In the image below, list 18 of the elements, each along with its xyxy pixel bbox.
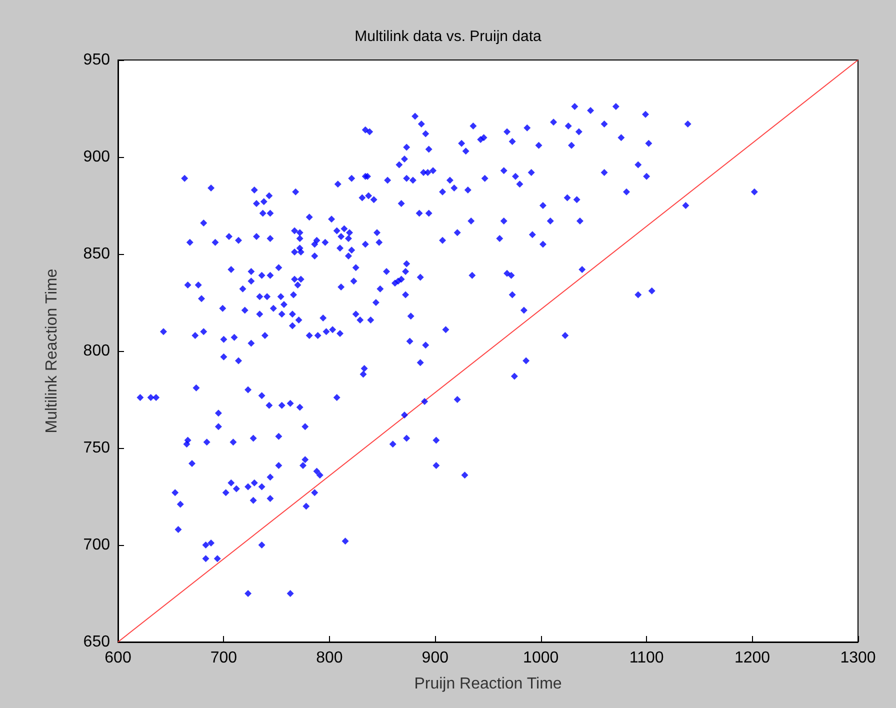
y-tick-label: 950 <box>83 52 110 68</box>
x-tick-label: 900 <box>422 650 449 666</box>
y-tick-label: 850 <box>83 246 110 262</box>
y-axis-title: Multilink Reaction Time <box>44 268 60 434</box>
x-tick-label: 1200 <box>734 650 770 666</box>
x-axis-title: Pruijn Reaction Time <box>414 676 562 692</box>
y-tick-label: 700 <box>83 536 110 554</box>
y-tick-label: 900 <box>83 148 110 166</box>
chart-title: Multilink data vs. Pruijn data <box>354 28 542 45</box>
x-tick-label: 1100 <box>629 650 664 666</box>
y-tick-label: 750 <box>83 440 110 456</box>
y-tick-label: 650 <box>83 634 110 650</box>
x-tick-label: 1300 <box>840 650 876 666</box>
x-tick-label: 600 <box>104 650 132 666</box>
x-tick-label: 1000 <box>523 650 559 666</box>
x-tick-label: 700 <box>210 650 238 666</box>
x-tick-label: 800 <box>316 650 343 666</box>
y-tick-label: 800 <box>83 342 110 360</box>
